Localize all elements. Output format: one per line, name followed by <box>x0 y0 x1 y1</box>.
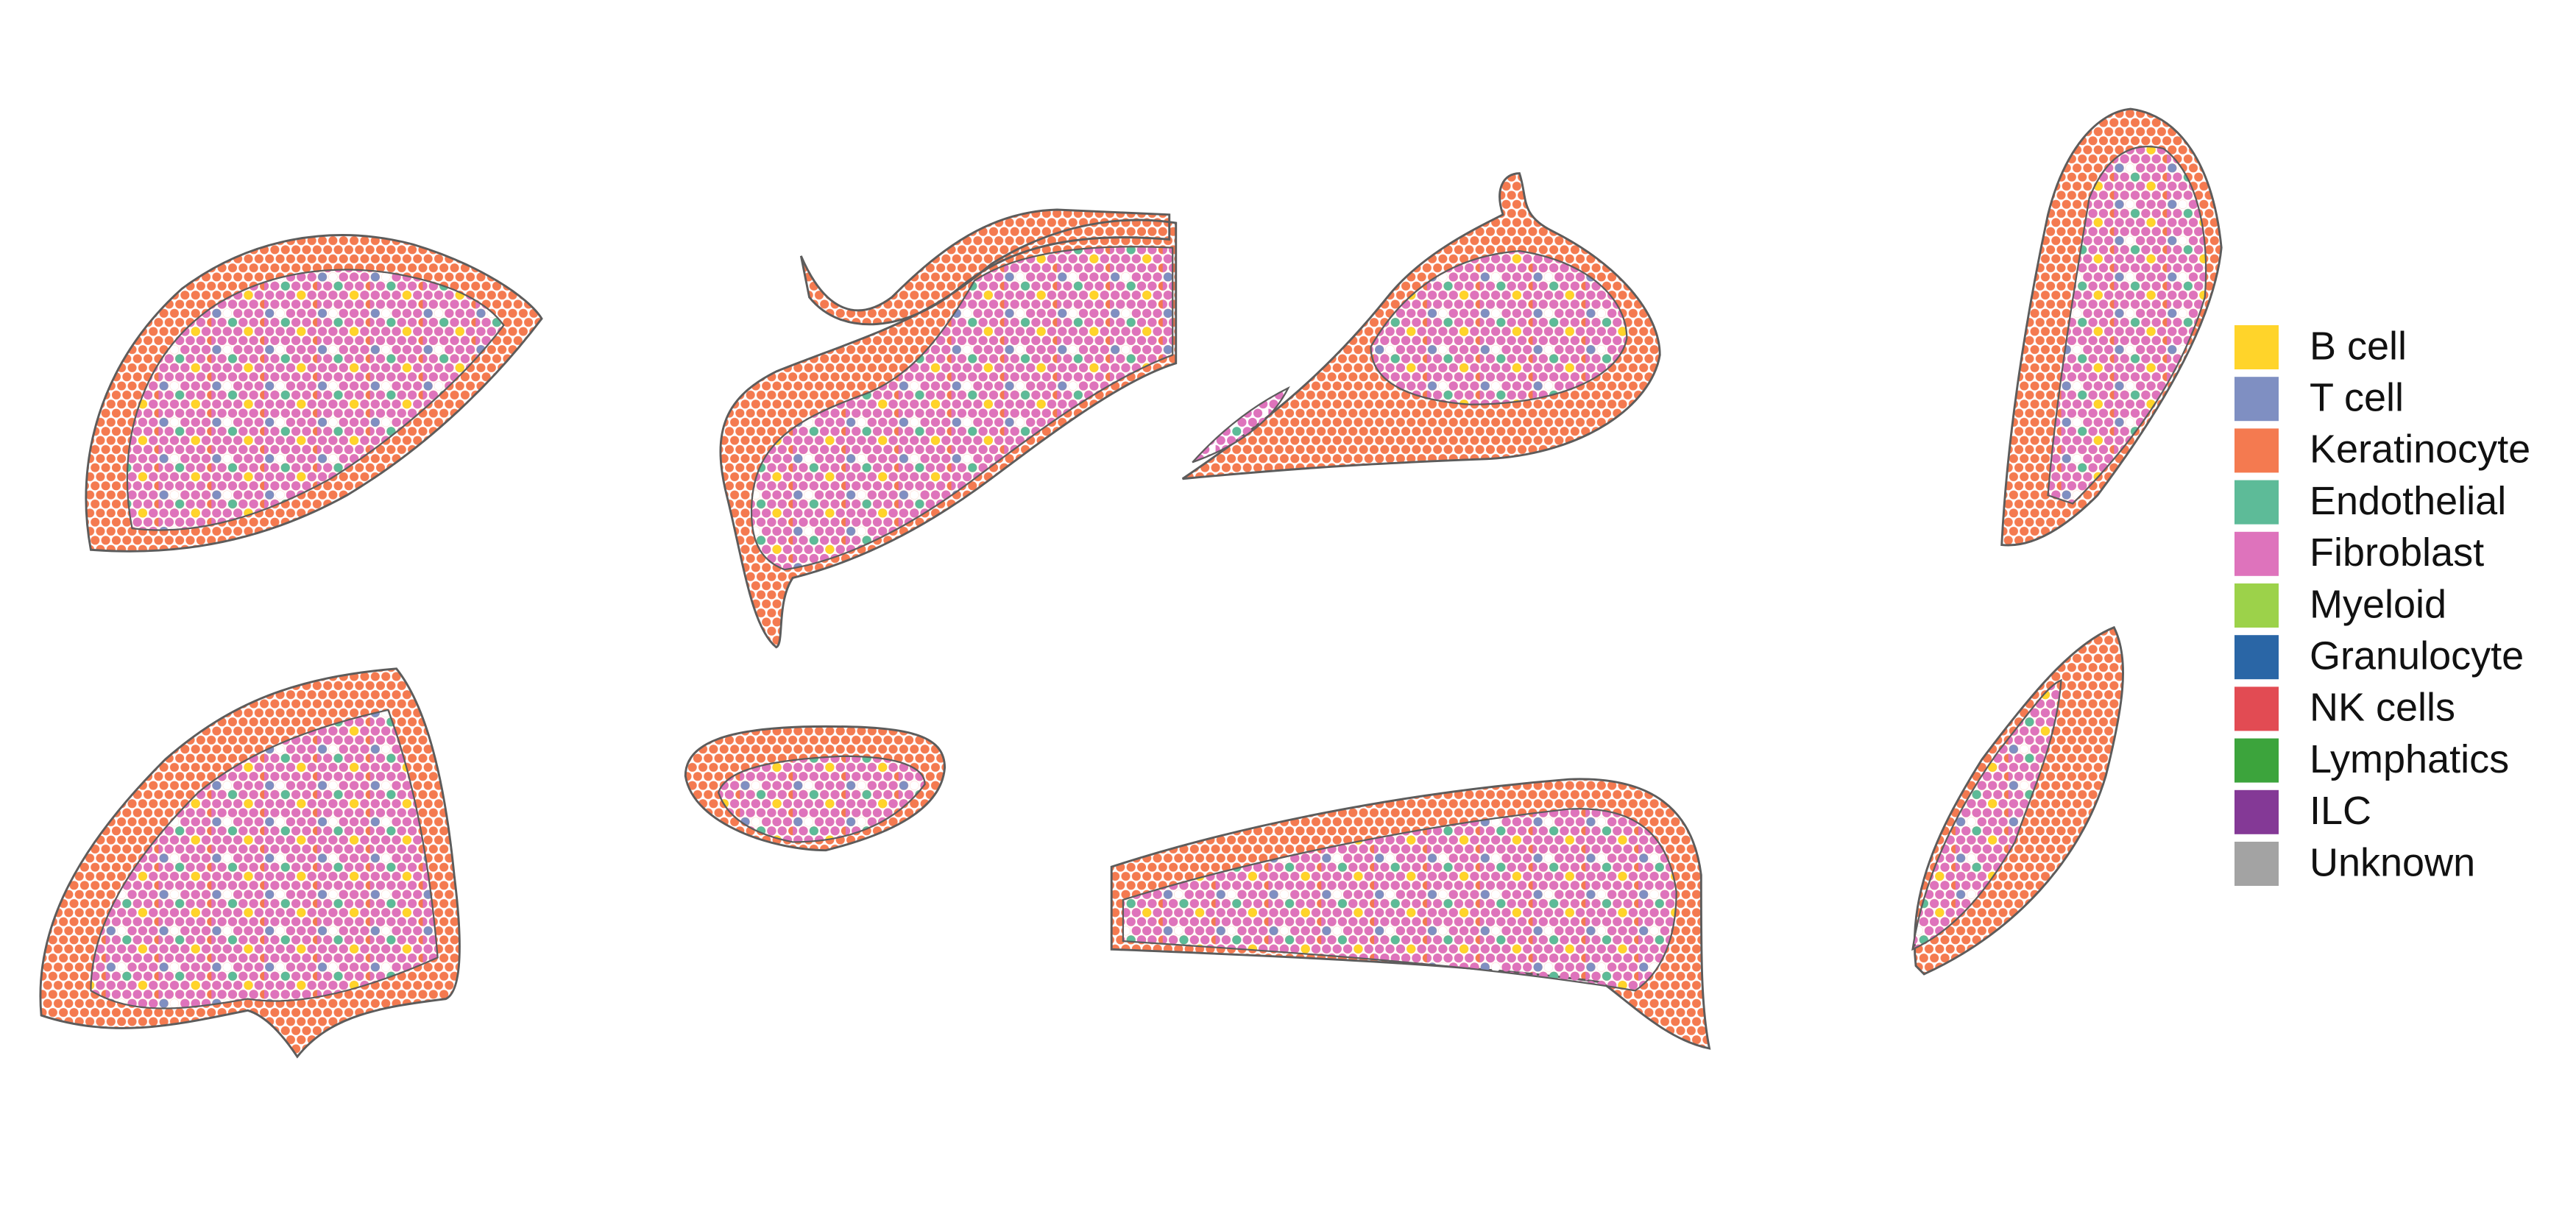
tissue-section <box>85 234 543 553</box>
tissue-sections <box>39 107 2223 1059</box>
legend-swatch <box>2234 583 2279 628</box>
tissue-inner <box>750 246 1174 571</box>
tissue-section <box>39 667 461 1059</box>
legend-label: Granulocyte <box>2310 633 2524 678</box>
tissue-section <box>684 725 946 852</box>
legend-swatch <box>2234 635 2279 680</box>
legend-label: B cell <box>2310 324 2407 368</box>
legend: B cell T cell Keratinocyte Endothelial Fibro… <box>2234 324 2530 886</box>
legend-label: Keratinocyte <box>2310 427 2530 472</box>
legend-label: NK cells <box>2310 686 2455 730</box>
legend-label: Fibroblast <box>2310 530 2484 575</box>
legend-swatch <box>2234 686 2279 731</box>
legend-label: T cell <box>2310 375 2404 419</box>
legend-swatch <box>2234 842 2279 886</box>
legend-swatch <box>2234 480 2279 525</box>
tissue-inner <box>1122 808 1677 992</box>
legend-label: Myeloid <box>2310 582 2446 626</box>
legend-swatch <box>2234 531 2279 576</box>
legend-swatch <box>2234 738 2279 783</box>
tissue-section <box>2000 107 2223 547</box>
tissue-inner <box>1911 678 2062 951</box>
legend-swatch <box>2234 789 2279 834</box>
legend-swatch <box>2234 428 2279 473</box>
tissue-section <box>1110 778 1711 1050</box>
legend-label: ILC <box>2310 789 2371 833</box>
tissue-section <box>1181 172 1661 480</box>
legend-swatch <box>2234 325 2279 369</box>
tissue-inner <box>2047 146 2207 505</box>
tissue-inner <box>1192 249 1628 464</box>
legend-label: Endothelial <box>2310 479 2506 523</box>
tissue-inner <box>717 755 926 843</box>
tissue-inner <box>90 709 439 1009</box>
tissue-inner <box>126 269 505 531</box>
legend-label: Unknown <box>2310 840 2475 884</box>
tissue-section <box>1911 625 2124 976</box>
legend-swatch <box>2234 377 2279 422</box>
tissue-section <box>719 208 1178 649</box>
legend-label: Lymphatics <box>2310 737 2509 781</box>
